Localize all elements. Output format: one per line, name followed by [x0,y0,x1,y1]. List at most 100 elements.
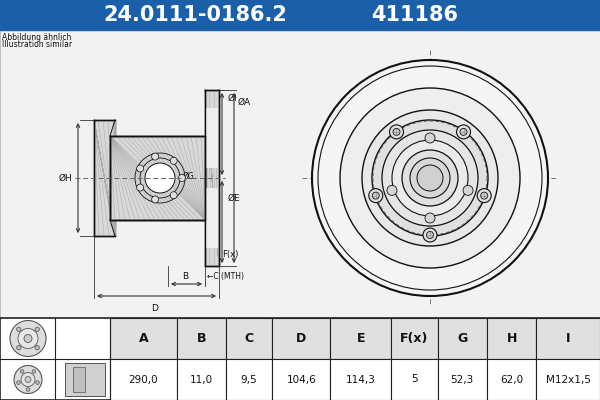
Bar [272,359,331,400]
Circle shape [17,327,21,332]
Circle shape [460,128,467,135]
Text: E: E [356,332,365,345]
Circle shape [372,120,488,236]
Bar [206,108,218,168]
Circle shape [179,174,185,182]
Circle shape [137,184,143,191]
Text: D: D [296,332,307,345]
Text: ←C (MTH): ←C (MTH) [207,272,244,281]
Text: 52,3: 52,3 [451,374,474,384]
Text: ØA: ØA [238,98,251,106]
Bar [0,30,600,318]
Circle shape [10,320,46,356]
Bar [437,359,487,400]
Circle shape [152,153,158,160]
Text: B: B [182,272,188,281]
Bar [437,318,487,359]
Circle shape [402,150,458,206]
Text: 104,6: 104,6 [286,374,316,384]
Text: Abbildung ähnlich: Abbildung ähnlich [2,33,71,42]
Circle shape [340,88,520,268]
Circle shape [170,192,177,199]
Bar [536,359,600,400]
Circle shape [145,163,175,193]
Text: 11,0: 11,0 [190,374,213,384]
Bar [226,359,272,400]
Circle shape [392,140,468,216]
Circle shape [318,66,542,290]
Circle shape [312,60,548,296]
Text: M12x1,5: M12x1,5 [545,374,590,384]
Text: 114,3: 114,3 [346,374,376,384]
Text: C: C [245,332,254,345]
Circle shape [387,185,397,195]
Text: ØG: ØG [183,172,195,180]
Text: B: B [197,332,206,345]
Bar [65,363,105,396]
Circle shape [24,334,32,342]
Text: Illustration similar: Illustration similar [2,40,72,49]
Circle shape [423,228,437,242]
Circle shape [26,388,30,391]
Text: 24.0111-0186.2: 24.0111-0186.2 [103,5,287,25]
Circle shape [481,192,488,199]
Circle shape [137,165,143,172]
Bar [110,359,176,400]
Bar [205,90,219,266]
Circle shape [20,370,24,373]
Circle shape [18,328,38,348]
Circle shape [17,346,21,350]
Text: Ø30: Ø30 [148,180,162,186]
Circle shape [389,125,403,139]
Text: 411186: 411186 [371,5,458,25]
Bar [331,318,391,359]
Bar [73,367,85,392]
Circle shape [477,189,491,203]
Text: I: I [566,332,571,345]
Circle shape [427,232,433,238]
Circle shape [425,133,435,143]
Circle shape [369,189,383,203]
Bar [110,318,176,359]
Text: 290,0: 290,0 [128,374,158,384]
Text: F(x): F(x) [400,332,428,345]
Bar [176,359,226,400]
Text: 5: 5 [411,374,418,384]
Text: 9,5: 9,5 [241,374,257,384]
Circle shape [170,157,177,164]
Bar [331,359,391,400]
Bar [226,318,272,359]
Bar [272,318,331,359]
Circle shape [36,381,40,384]
Circle shape [410,158,450,198]
Bar [176,318,226,359]
Circle shape [17,381,20,384]
Circle shape [32,370,35,373]
Circle shape [362,110,498,246]
Text: F(x): F(x) [222,250,238,258]
Text: ØI: ØI [228,94,238,102]
Text: G: G [457,332,467,345]
Bar [391,318,437,359]
Circle shape [393,128,400,135]
Circle shape [457,125,470,139]
Circle shape [35,327,40,332]
Text: A: A [139,332,148,345]
Circle shape [25,376,31,382]
Bar [110,136,205,220]
Bar [536,318,600,359]
Circle shape [14,366,42,394]
Circle shape [35,346,40,350]
Circle shape [21,372,35,386]
Bar [110,136,205,220]
Text: ØE: ØE [228,194,241,202]
Text: D: D [152,304,158,313]
Text: H: H [506,332,517,345]
Circle shape [382,130,478,226]
Circle shape [463,185,473,195]
Circle shape [425,213,435,223]
Bar [487,359,536,400]
Bar [0,0,600,30]
Text: ØH: ØH [58,174,72,182]
Bar [94,120,115,236]
